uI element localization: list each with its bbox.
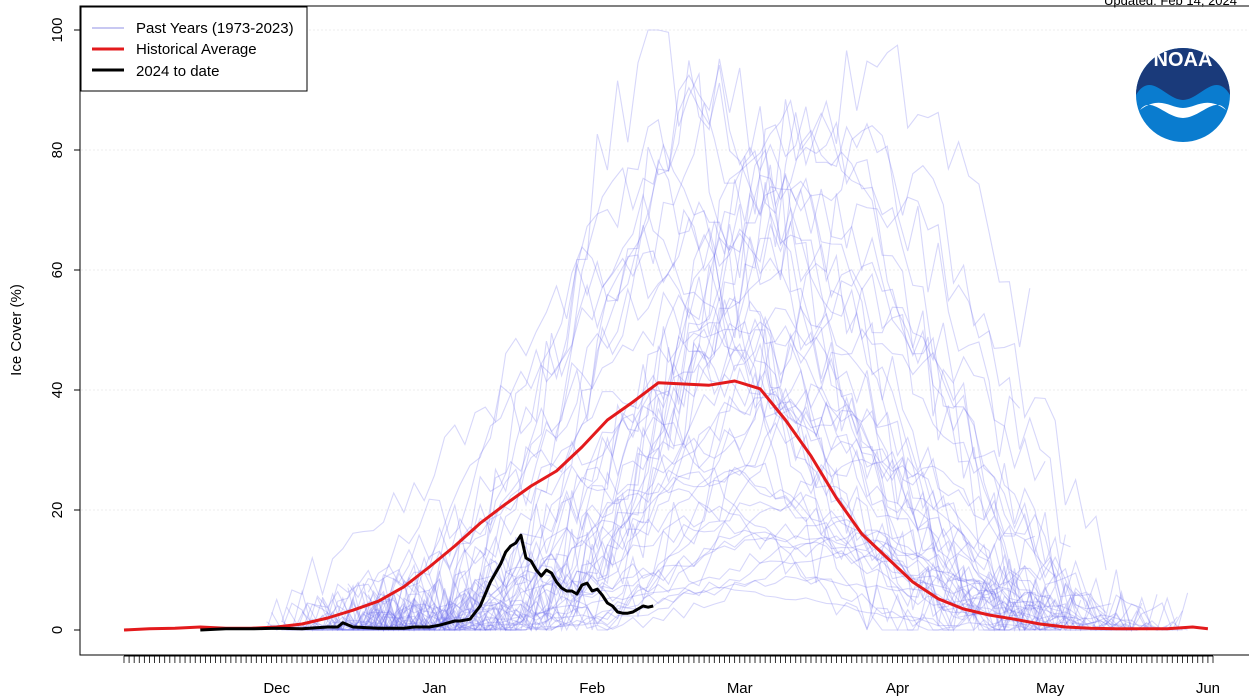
past-year-line	[317, 44, 1031, 632]
y-tick-label: 80	[49, 142, 66, 159]
legend-label-2024: 2024 to date	[136, 63, 219, 80]
past-year-line	[306, 193, 1071, 632]
past-year-line	[373, 458, 1056, 632]
past-year-line	[281, 158, 1026, 632]
noaa-logo-text: NOAA	[1154, 49, 1213, 71]
updated-text: Updated: Feb 14, 2024	[1104, 0, 1237, 8]
x-tick-label-may: May	[1036, 680, 1065, 697]
past-year-line	[352, 98, 1036, 632]
y-axis: 0 20 40 60 80 100	[49, 17, 81, 634]
series-line-historical-average	[123, 379, 1209, 632]
past-year-line	[306, 395, 1143, 632]
past-year-line	[322, 186, 1189, 633]
past-year-line	[301, 211, 1127, 632]
x-tick-label-apr: Apr	[886, 680, 909, 697]
past-year-line	[332, 221, 1158, 632]
past-year-line	[347, 99, 1153, 633]
series-line-2024-to-date	[200, 533, 654, 632]
past-year-line	[362, 64, 1077, 633]
legend-label-historical-average: Historical Average	[136, 41, 257, 58]
past-year-line	[301, 187, 1107, 632]
past-year-line	[281, 491, 1056, 631]
past-year-line	[358, 575, 1081, 631]
past-year-line	[301, 287, 1046, 632]
past-year-line	[372, 216, 1127, 633]
legend-label-past-years: Past Years (1973-2023)	[136, 20, 294, 37]
x-tick-label-jan: Jan	[422, 680, 446, 697]
past-year-line	[266, 530, 1183, 631]
past-year-line	[372, 82, 1077, 631]
past-year-line	[347, 405, 1041, 632]
x-tick-label-jun: Jun	[1196, 680, 1220, 697]
past-year-line	[332, 129, 1066, 632]
y-axis-title: Ice Cover (%)	[8, 284, 25, 376]
past-year-line	[312, 321, 1137, 632]
legend: Past Years (1973-2023) Historical Averag…	[80, 6, 308, 92]
y-tick-label: 0	[49, 626, 66, 634]
grid-lines	[81, 29, 1249, 511]
x-tick-label-mar: Mar	[727, 680, 753, 697]
y-tick-label: 20	[49, 502, 66, 519]
past-year-line	[358, 318, 1082, 632]
x-tick-label-dec: Dec	[263, 680, 290, 697]
y-tick-label: 100	[49, 17, 66, 42]
past-year-line	[281, 254, 1056, 632]
past-year-line	[312, 550, 1188, 631]
past-year-line	[367, 193, 1051, 631]
past-years-series	[261, 29, 1189, 633]
past-year-line	[327, 315, 1030, 632]
y-tick-label: 60	[49, 262, 66, 279]
x-axis: Dec Jan Feb Mar Apr May Jun	[123, 655, 1220, 697]
series-lines	[123, 379, 1209, 632]
past-year-line	[337, 143, 1041, 632]
past-year-line	[316, 250, 1112, 632]
past-year-line	[322, 261, 1178, 631]
past-year-line	[265, 291, 1183, 631]
past-year-line	[337, 390, 1051, 631]
past-year-line	[363, 482, 1148, 631]
past-year-line	[301, 125, 1107, 632]
past-year-line	[271, 29, 1076, 632]
noaa-logo: NOAA	[1136, 48, 1230, 142]
past-year-line	[372, 368, 1016, 632]
past-year-line	[286, 413, 1071, 631]
past-year-line	[367, 102, 1021, 631]
past-year-line	[362, 401, 1097, 631]
past-year-line	[347, 535, 1152, 631]
y-tick-label: 40	[49, 382, 66, 399]
past-year-line	[368, 466, 1061, 631]
past-year-line	[312, 328, 1168, 632]
past-year-line	[357, 148, 1010, 632]
x-tick-label-feb: Feb	[579, 680, 605, 697]
past-year-line	[327, 106, 1021, 632]
